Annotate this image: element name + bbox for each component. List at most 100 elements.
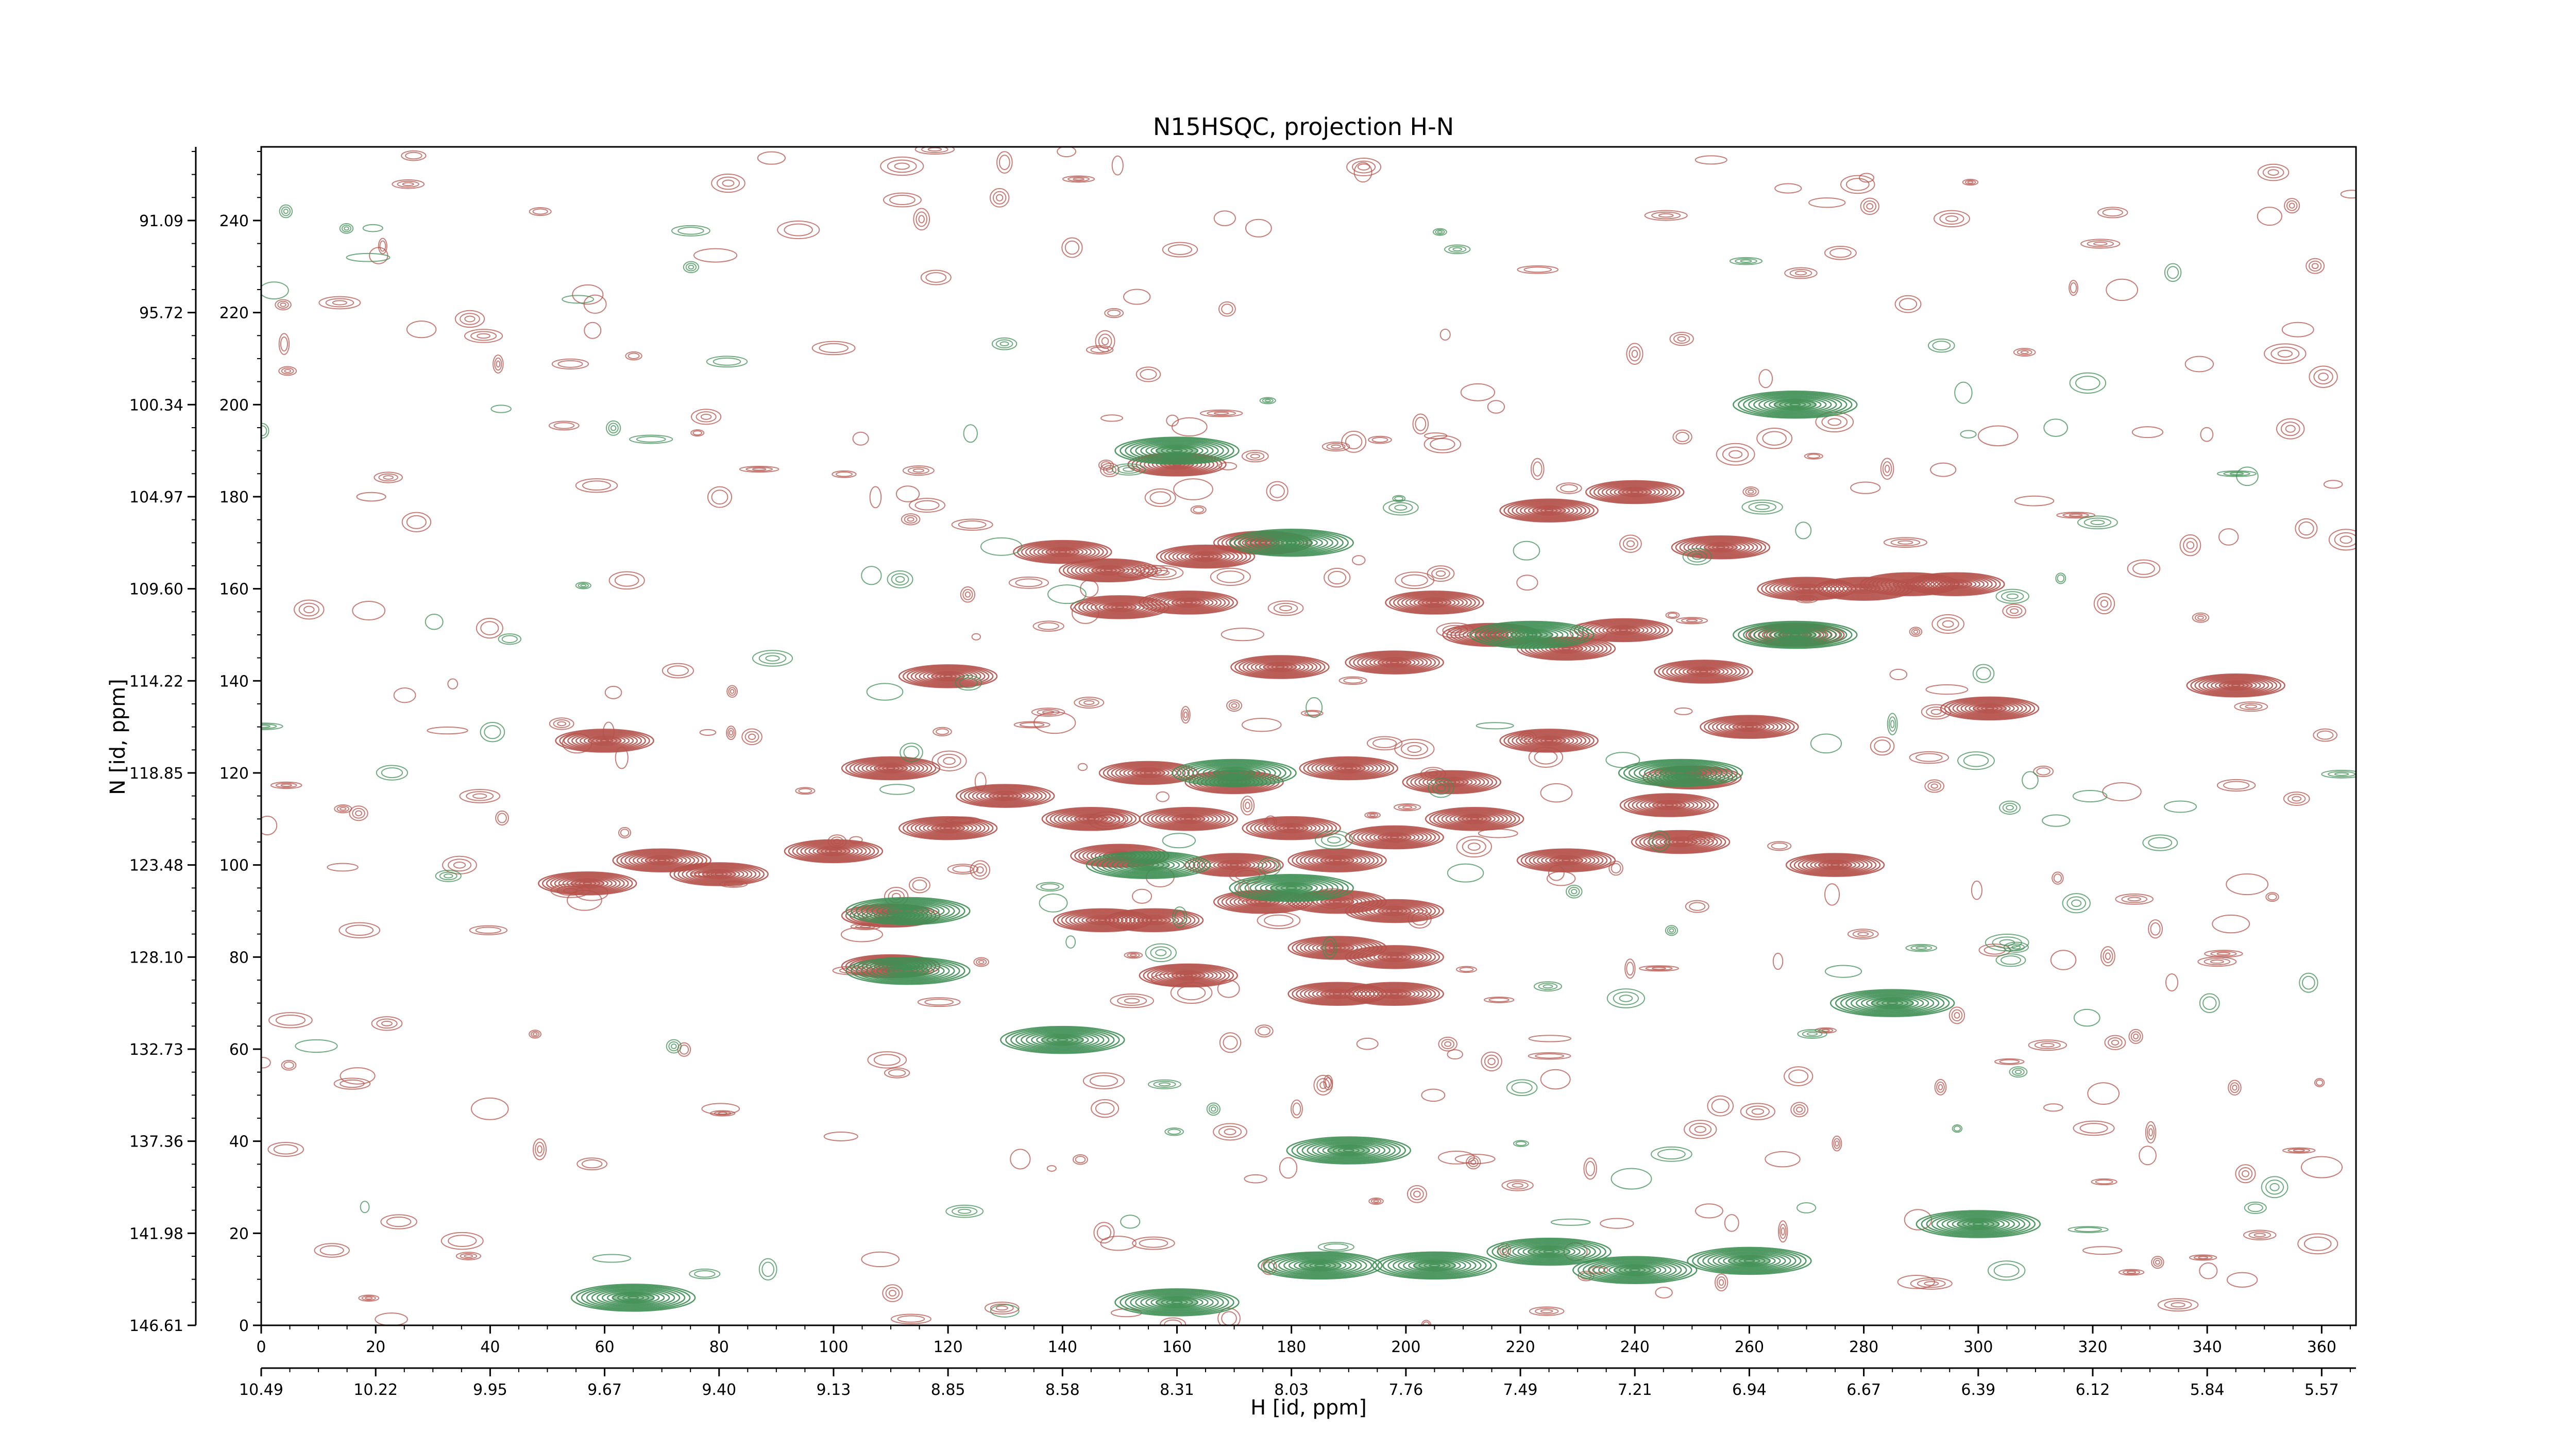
y-index-tick-label: 140 bbox=[219, 672, 249, 690]
peak-contour-positive bbox=[1704, 716, 1795, 738]
noise-contour-positive bbox=[795, 787, 816, 795]
noise-contour-positive bbox=[2200, 427, 2214, 442]
noise-contour-negative bbox=[261, 425, 267, 436]
noise-contour-positive bbox=[1945, 215, 1959, 222]
noise-contour-negative bbox=[2302, 975, 2315, 990]
noise-contour-positive bbox=[1933, 210, 1970, 228]
peak-contour-negative bbox=[1372, 1251, 1497, 1280]
peak-contour-positive bbox=[1246, 817, 1337, 839]
noise-contour-positive bbox=[1373, 1200, 1379, 1203]
peak-contour-negative bbox=[1845, 992, 1940, 1014]
noise-contour-positive bbox=[496, 360, 501, 368]
noise-contour-negative bbox=[999, 341, 1009, 347]
noise-contour-positive bbox=[1074, 697, 1105, 709]
peak-contour-negative bbox=[1234, 875, 1349, 901]
noise-contour-positive bbox=[1193, 507, 1204, 513]
noise-contour-positive bbox=[283, 1061, 294, 1069]
noise-contour-positive bbox=[1304, 711, 1320, 716]
peak-core-negative bbox=[1212, 767, 1256, 779]
noise-contour-positive bbox=[336, 805, 349, 812]
noise-contour-positive bbox=[2108, 1037, 2123, 1048]
noise-contour-negative bbox=[2042, 814, 2071, 827]
noise-contour-negative bbox=[1613, 991, 1639, 1005]
peak-contour-positive bbox=[1163, 813, 1214, 825]
peak-contour-positive bbox=[1147, 808, 1230, 829]
noise-contour-positive bbox=[2287, 1148, 2311, 1153]
noise-contour-positive bbox=[1506, 1181, 1529, 1190]
noise-contour-positive bbox=[352, 807, 365, 819]
peak-contour-positive bbox=[1639, 832, 1722, 852]
peak-contour-positive bbox=[558, 876, 617, 891]
noise-contour-positive bbox=[2230, 1082, 2240, 1093]
noise-contour-positive bbox=[2340, 535, 2352, 544]
noise-contour-positive bbox=[280, 336, 289, 352]
peak-contour-negative bbox=[1145, 1295, 1209, 1310]
peak-contour-positive bbox=[673, 863, 765, 885]
peak-core-positive bbox=[1892, 579, 1927, 589]
peak-contour-negative bbox=[1172, 759, 1297, 787]
noise-contour-positive bbox=[1859, 173, 1874, 183]
noise-contour-positive bbox=[1015, 578, 1043, 587]
noise-contour-positive bbox=[1540, 1309, 1553, 1313]
noise-contour-positive bbox=[1447, 1049, 1463, 1060]
noise-contour-positive bbox=[918, 215, 925, 224]
noise-contour-negative bbox=[480, 721, 505, 743]
peak-contour-positive bbox=[1422, 774, 1481, 789]
peak-core-negative bbox=[1773, 629, 1817, 641]
peak-contour-negative bbox=[1492, 1238, 1606, 1265]
noise-contour-negative bbox=[1538, 983, 1558, 990]
noise-contour-negative bbox=[2236, 466, 2259, 486]
noise-contour-positive bbox=[480, 621, 499, 635]
peak-contour-positive bbox=[1345, 945, 1444, 969]
noise-contour-positive bbox=[2115, 894, 2154, 905]
peak-contour-negative bbox=[1916, 1210, 2041, 1238]
peak-contour-negative bbox=[1239, 531, 1344, 555]
peak-contour-positive bbox=[1250, 660, 1310, 675]
peak-contour-positive bbox=[1254, 819, 1329, 837]
peak-contour-negative bbox=[1497, 1240, 1601, 1263]
noise-contour-negative bbox=[1262, 860, 1278, 873]
noise-contour-positive bbox=[1224, 1128, 1236, 1135]
peak-contour-negative bbox=[1758, 626, 1832, 644]
peak-contour-positive bbox=[1632, 796, 1707, 815]
noise-contour-positive bbox=[2009, 608, 2019, 614]
noise-contour-positive bbox=[1807, 453, 1821, 459]
peak-contour-positive bbox=[923, 821, 973, 835]
noise-contour-positive bbox=[1999, 1059, 2020, 1064]
noise-contour-positive bbox=[1316, 1078, 1330, 1092]
peak-contour-positive bbox=[1242, 816, 1341, 840]
peak-core-negative bbox=[1613, 1264, 1657, 1276]
noise-contour-positive bbox=[582, 480, 611, 491]
peak-contour-positive bbox=[1069, 912, 1136, 929]
noise-contour-negative bbox=[706, 356, 748, 368]
noise-contour-negative bbox=[2055, 572, 2066, 584]
noise-contour-negative bbox=[2328, 771, 2356, 778]
noise-contour-positive bbox=[495, 810, 509, 825]
peak-contour-positive bbox=[1643, 833, 1718, 851]
noise-contour-negative bbox=[1543, 984, 1553, 989]
noise-contour-positive bbox=[549, 717, 574, 730]
noise-contour-negative bbox=[1992, 936, 2022, 949]
noise-contour-positive bbox=[1328, 570, 1347, 585]
noise-contour-positive bbox=[2147, 1124, 2155, 1140]
noise-contour-positive bbox=[883, 192, 922, 208]
noise-contour-positive bbox=[1655, 1287, 1673, 1299]
peak-core-positive bbox=[1171, 597, 1206, 608]
noise-contour-positive bbox=[345, 924, 374, 936]
noise-contour-negative bbox=[2006, 805, 2014, 811]
peak-contour-positive bbox=[1523, 734, 1574, 747]
noise-contour-positive bbox=[976, 958, 987, 966]
noise-contour-negative bbox=[1606, 988, 1646, 1008]
peak-contour-positive bbox=[849, 758, 933, 779]
noise-contour-negative bbox=[1806, 1032, 1818, 1036]
noise-contour-negative bbox=[1123, 467, 1135, 472]
peak-contour-negative bbox=[1260, 535, 1323, 550]
noise-contour-negative bbox=[1953, 1125, 1961, 1132]
peak-core-negative bbox=[1298, 1259, 1342, 1272]
y-ppm-tick-label: 109.60 bbox=[129, 581, 183, 599]
noise-contour-negative bbox=[1511, 1082, 1533, 1093]
noise-contour-positive bbox=[2073, 1120, 2115, 1136]
peak-contour-negative bbox=[1475, 621, 1589, 648]
noise-contour-negative bbox=[1513, 541, 1540, 561]
noise-contour-negative bbox=[1972, 664, 1995, 683]
